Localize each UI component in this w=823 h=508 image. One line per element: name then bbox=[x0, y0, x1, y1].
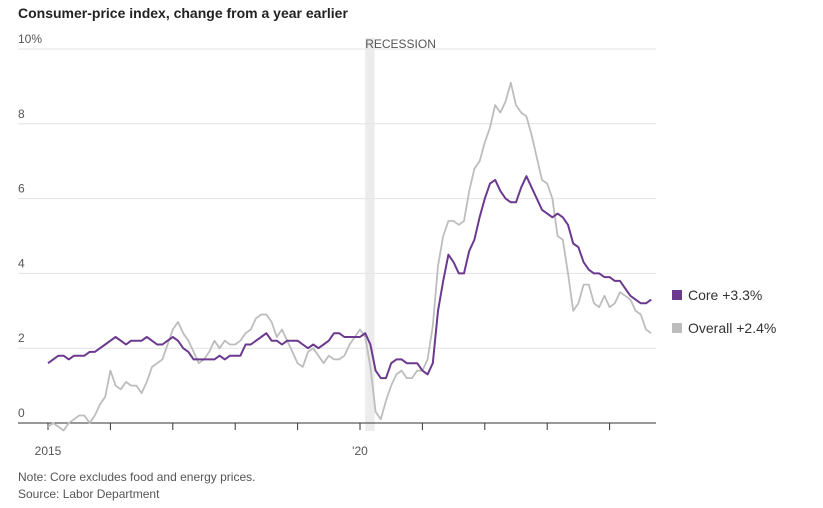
legend-swatch bbox=[672, 323, 682, 333]
x-tick-label: '20 bbox=[352, 444, 368, 458]
y-tick-label: 10% bbox=[18, 32, 42, 46]
x-tick-label: 2015 bbox=[35, 444, 62, 458]
y-tick-label: 2 bbox=[18, 331, 25, 345]
y-tick-label: 4 bbox=[18, 256, 25, 270]
legend-label: Core +3.3% bbox=[688, 287, 762, 303]
source: Source: Labor Department bbox=[18, 487, 160, 501]
y-tick-label: 0 bbox=[18, 406, 25, 420]
recession-label: RECESSION bbox=[365, 37, 436, 51]
legend-swatch bbox=[672, 290, 682, 300]
line-series bbox=[47, 175, 652, 380]
recession-band bbox=[365, 38, 375, 431]
chart-title: Consumer-price index, change from a year… bbox=[18, 5, 348, 21]
y-tick-label: 8 bbox=[18, 107, 25, 121]
line-series bbox=[47, 81, 652, 432]
legend-label: Overall +2.4% bbox=[688, 320, 776, 336]
note: Note: Core excludes food and energy pric… bbox=[18, 470, 255, 484]
y-tick-label: 6 bbox=[18, 182, 25, 196]
